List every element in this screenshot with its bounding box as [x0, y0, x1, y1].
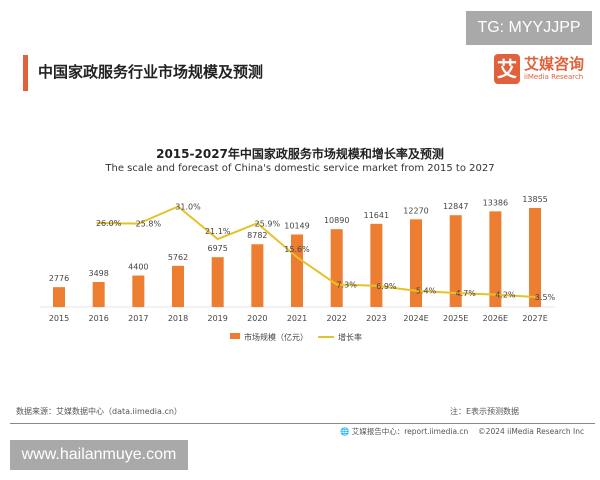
- line-value-label: 25.8%: [136, 220, 162, 229]
- line-value-label: 3.5%: [535, 293, 556, 302]
- x-tick-label: 2017: [128, 314, 148, 323]
- legend-label-bar: 市场规模（亿元）: [244, 332, 308, 342]
- logo-cn: 艾媒咨询: [524, 55, 585, 73]
- logo-en: iiMedia Research: [524, 73, 584, 81]
- bar-value-label: 13386: [483, 198, 508, 207]
- x-tick-label: 2016: [88, 314, 108, 323]
- logo: 艾 艾媒咨询 iiMedia Research: [494, 54, 584, 84]
- footer-report: 🌐 艾媒报告中心：report.iimedia.cn ©2024 iiMedia…: [340, 427, 585, 436]
- line-point: [415, 290, 417, 292]
- chart-title: 2015-2027年中国家政服务市场规模和增长率及预测: [156, 147, 444, 161]
- line-point: [256, 222, 258, 224]
- x-tick-label: 2027E: [522, 314, 547, 323]
- line-point: [98, 222, 100, 224]
- bar-value-label: 13855: [522, 195, 547, 204]
- line-value-label: 4.7%: [456, 289, 477, 298]
- line-value-label: 26.0%: [96, 219, 122, 228]
- bar-value-label: 2776: [49, 274, 69, 283]
- line-value-label: 6.9%: [376, 282, 397, 291]
- bar-value-label: 10149: [284, 221, 309, 230]
- line-point: [137, 223, 139, 225]
- bar: [489, 211, 502, 307]
- bar-value-label: 12847: [443, 202, 468, 211]
- bar-value-label: 8782: [247, 231, 267, 240]
- x-tick-label: 2023: [366, 314, 386, 323]
- x-tick-label: 2021: [287, 314, 307, 323]
- line-point: [534, 296, 536, 298]
- footer-source: 数据来源：艾媒数据中心（data.iimedia.cn）: [16, 407, 182, 416]
- bar: [529, 208, 542, 307]
- watermark-tg: TG: MYYJJPP: [466, 11, 592, 45]
- bar: [410, 219, 423, 307]
- logo-mark: 艾: [494, 54, 520, 84]
- bar-value-label: 4400: [128, 263, 148, 272]
- title-accent-bar: [23, 55, 28, 91]
- x-tick-label: 2019: [208, 314, 228, 323]
- bar-value-label: 5762: [168, 253, 188, 262]
- x-tick-label: 2020: [247, 314, 267, 323]
- bar-value-label: 10890: [324, 216, 349, 225]
- bar: [370, 223, 383, 307]
- chart: 2776 2015 3498 2016 4400 2017 5762 2018 6975 2019…: [40, 195, 556, 342]
- bar: [92, 282, 105, 307]
- line-point: [296, 256, 298, 258]
- bar: [449, 215, 462, 307]
- bar: [172, 265, 185, 307]
- line-value-label: 25.9%: [255, 219, 281, 228]
- bar-value-label: 12270: [403, 206, 428, 215]
- x-tick-label: 2015: [49, 314, 69, 323]
- x-tick-label: 2024E: [403, 314, 428, 323]
- bar-value-label: 6975: [208, 244, 228, 253]
- line-value-label: 31.0%: [175, 203, 201, 212]
- bar: [132, 275, 145, 307]
- line-value-label: 15.6%: [284, 245, 310, 254]
- line-point: [375, 285, 377, 287]
- growth-line: [96, 205, 536, 298]
- line-value-label: 5.4%: [416, 287, 437, 296]
- line-value-label: 21.1%: [205, 227, 231, 236]
- bar: [330, 229, 343, 307]
- legend-label-line: 增长率: [338, 332, 362, 342]
- legend-swatch-bar: [230, 333, 240, 339]
- bar: [53, 287, 65, 307]
- line-value-label: 7.3%: [337, 280, 358, 289]
- page-title: 中国家政服务行业市场规模及预测: [38, 63, 264, 81]
- watermark-site: www.hailanmuye.com: [10, 440, 188, 470]
- line-point: [336, 283, 338, 285]
- bar-value-label: 11641: [364, 211, 389, 220]
- line-point: [455, 292, 457, 294]
- line-point: [177, 206, 179, 208]
- line-point: [494, 294, 496, 296]
- footer-divider: [10, 423, 595, 424]
- line-point: [217, 238, 219, 240]
- line-value-label: 4.2%: [495, 291, 516, 300]
- x-tick-label: 2022: [327, 314, 347, 323]
- x-tick-label: 2026E: [483, 314, 508, 323]
- bar: [291, 234, 304, 307]
- bar: [211, 257, 224, 307]
- chart-subtitle: The scale and forecast of China's domest…: [105, 163, 495, 174]
- bar: [251, 244, 264, 307]
- footer-note: 注：E表示预测数据: [450, 407, 520, 416]
- bar-value-label: 3498: [88, 269, 108, 278]
- x-tick-label: 2018: [168, 314, 188, 323]
- x-tick-label: 2025E: [443, 314, 468, 323]
